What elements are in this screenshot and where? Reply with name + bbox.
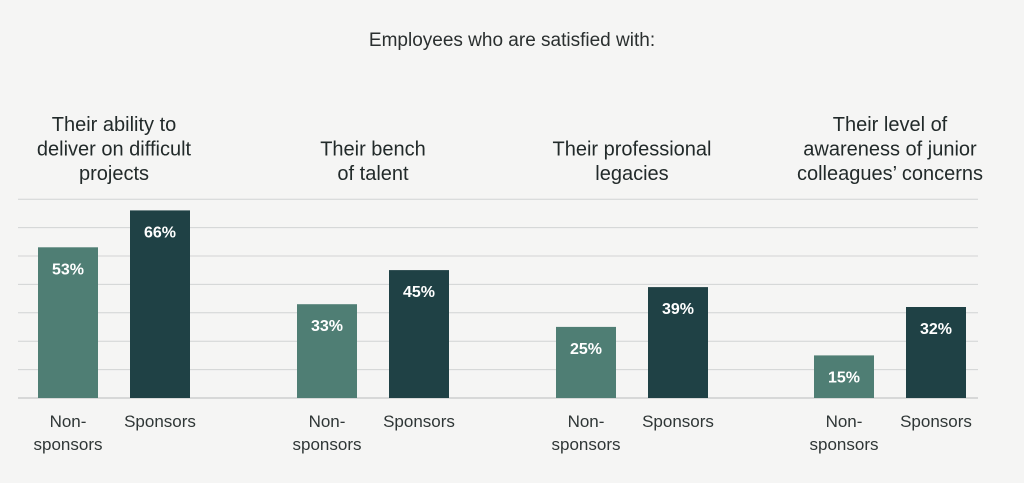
group-title: colleagues’ concerns (797, 163, 983, 185)
data-label: 66% (144, 224, 176, 241)
category-label: Sponsors (383, 412, 455, 431)
group-title: Their professional (553, 139, 712, 161)
category-label: sponsors (34, 435, 103, 454)
data-label: 32% (920, 321, 952, 338)
data-label: 45% (403, 284, 435, 301)
group-title: projects (79, 163, 149, 185)
group-title: Their level of (833, 114, 948, 136)
group-title: Their ability to (52, 114, 177, 136)
bar (389, 270, 449, 398)
group-title: deliver on difficult (37, 139, 192, 161)
bar (556, 326, 616, 398)
category-label: Non- (826, 412, 863, 431)
category-label: Sponsors (124, 412, 196, 431)
category-label: Non- (50, 412, 87, 431)
category-label: sponsors (552, 435, 621, 454)
bar (648, 287, 708, 398)
bar (297, 304, 357, 398)
bar (814, 355, 874, 398)
group-title: legacies (595, 163, 668, 185)
data-label: 25% (570, 341, 602, 358)
data-label: 15% (828, 369, 860, 386)
data-label: 53% (52, 261, 84, 278)
group-title: awareness of junior (803, 139, 977, 161)
data-label: 39% (662, 301, 694, 318)
category-label: Non- (309, 412, 346, 431)
group-title: Their bench (320, 139, 426, 161)
category-label: sponsors (293, 435, 362, 454)
data-label: 33% (311, 318, 343, 335)
category-label: Sponsors (642, 412, 714, 431)
bar (906, 307, 966, 398)
category-label: sponsors (810, 435, 879, 454)
category-label: Non- (568, 412, 605, 431)
chart-title: Employees who are satisfied with: (368, 30, 656, 51)
bar (38, 247, 98, 398)
category-label: Sponsors (900, 412, 972, 431)
bar (130, 210, 190, 398)
group-title: of talent (337, 163, 409, 185)
